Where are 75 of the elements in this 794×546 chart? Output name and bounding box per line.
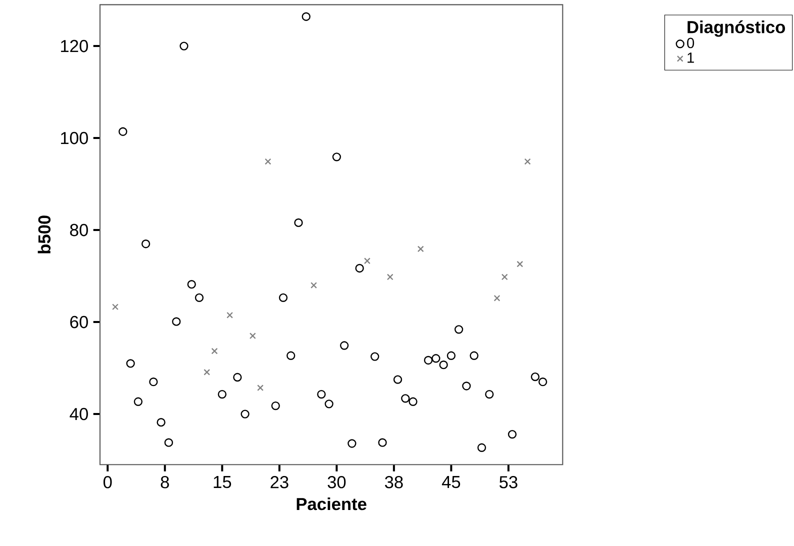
y-axis-title: b500 (38, 216, 51, 254)
point (134, 397, 143, 406)
point (310, 282, 318, 288)
x-tick-label: 8 (160, 476, 169, 488)
x-tick-label: 45 (442, 476, 460, 488)
point (462, 382, 471, 390)
y-tick-label: 120 (61, 40, 88, 52)
point (226, 312, 234, 318)
legend-title: Diagnóstico (688, 20, 786, 37)
point (156, 418, 166, 427)
point (401, 394, 410, 403)
point (257, 384, 264, 392)
point (348, 439, 356, 448)
point (126, 359, 135, 368)
point (340, 341, 349, 350)
point (417, 246, 424, 252)
point (477, 443, 486, 452)
x-tick-label: 30 (328, 476, 346, 488)
point (538, 378, 548, 386)
point (324, 400, 334, 408)
legend-label: 0 (687, 38, 694, 48)
y-tick-label: 100 (61, 132, 88, 144)
point (294, 218, 303, 228)
point (530, 372, 540, 382)
point (211, 348, 218, 354)
x-tick-label: 0 (103, 476, 112, 488)
y-tick-label: 80 (70, 224, 88, 236)
point (164, 438, 174, 447)
point (508, 430, 517, 439)
x-axis-title: Paciente (296, 497, 366, 510)
point (141, 240, 150, 248)
point (172, 317, 181, 326)
point (501, 274, 508, 280)
point (439, 360, 448, 370)
x-tick-label: 38 (384, 476, 403, 488)
x-tick-label: 53 (500, 476, 518, 488)
point (393, 375, 402, 384)
point (378, 438, 387, 447)
point (187, 280, 196, 289)
point (370, 352, 380, 361)
point (264, 158, 272, 165)
point (364, 258, 370, 264)
point (112, 304, 119, 310)
point (118, 127, 128, 136)
point (233, 372, 242, 382)
point (355, 264, 364, 273)
point (286, 351, 296, 360)
point (249, 332, 256, 340)
point (204, 368, 210, 376)
point (218, 390, 226, 399)
point (470, 351, 478, 360)
point (332, 152, 342, 162)
x-tick-label: 15 (214, 476, 232, 488)
point (516, 260, 524, 268)
point (180, 42, 188, 50)
point (302, 12, 310, 21)
point (271, 401, 280, 410)
point (149, 378, 158, 386)
x-tick-label: 23 (270, 476, 288, 488)
point (432, 354, 440, 363)
point (424, 356, 433, 365)
point (494, 294, 500, 302)
point (194, 293, 204, 302)
legend-label: 1 (688, 52, 694, 63)
point (278, 293, 288, 302)
point (240, 410, 250, 418)
point (485, 390, 494, 399)
y-tick-label: 40 (70, 408, 88, 420)
point (317, 390, 326, 399)
point (524, 158, 531, 165)
point (446, 351, 456, 360)
point (386, 274, 394, 280)
point (454, 325, 464, 334)
point (408, 397, 418, 406)
y-tick-label: 60 (70, 316, 88, 328)
